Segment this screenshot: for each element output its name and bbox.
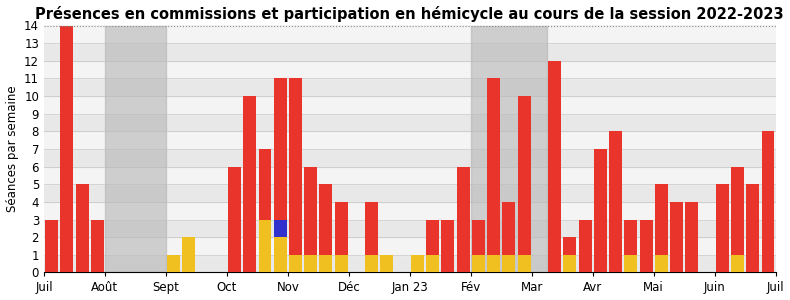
Bar bbox=[762, 131, 774, 272]
Bar bbox=[685, 202, 698, 272]
Bar bbox=[381, 255, 393, 272]
Bar bbox=[609, 131, 622, 272]
Y-axis label: Séances par semaine: Séances par semaine bbox=[6, 85, 18, 212]
Bar bbox=[365, 202, 378, 255]
Bar bbox=[319, 184, 333, 255]
Bar bbox=[274, 220, 287, 237]
Bar bbox=[624, 255, 638, 272]
Bar bbox=[624, 220, 638, 255]
Bar bbox=[655, 184, 668, 255]
Bar bbox=[45, 220, 58, 272]
Bar bbox=[167, 255, 180, 272]
Bar bbox=[44, 96, 776, 114]
Bar bbox=[44, 43, 776, 61]
Bar bbox=[442, 220, 454, 272]
Bar bbox=[716, 184, 728, 272]
Bar bbox=[471, 26, 547, 272]
Bar bbox=[517, 96, 531, 255]
Bar bbox=[594, 149, 607, 272]
Bar bbox=[487, 78, 500, 255]
Bar bbox=[44, 255, 776, 272]
Bar bbox=[548, 61, 561, 272]
Bar bbox=[60, 26, 73, 272]
Bar bbox=[76, 184, 88, 272]
Bar bbox=[258, 149, 272, 220]
Bar bbox=[44, 167, 776, 184]
Bar bbox=[457, 167, 469, 272]
Bar bbox=[44, 114, 776, 131]
Bar bbox=[731, 255, 744, 272]
Title: Présences en commissions et participation en hémicycle au cours de la session 20: Présences en commissions et participatio… bbox=[36, 6, 784, 22]
Bar bbox=[44, 26, 776, 43]
Bar bbox=[517, 255, 531, 272]
Bar bbox=[426, 220, 439, 255]
Bar bbox=[44, 237, 776, 255]
Bar bbox=[289, 255, 302, 272]
Bar bbox=[411, 255, 424, 272]
Bar bbox=[365, 255, 378, 272]
Bar bbox=[472, 220, 485, 255]
Bar bbox=[655, 255, 668, 272]
Bar bbox=[91, 220, 103, 272]
Bar bbox=[228, 167, 241, 272]
Bar bbox=[502, 202, 515, 255]
Bar bbox=[731, 167, 744, 255]
Bar bbox=[304, 255, 318, 272]
Bar bbox=[487, 255, 500, 272]
Bar bbox=[105, 26, 166, 272]
Bar bbox=[44, 61, 776, 78]
Bar bbox=[563, 255, 577, 272]
Bar bbox=[44, 220, 776, 237]
Bar bbox=[304, 167, 318, 255]
Bar bbox=[747, 184, 759, 272]
Bar bbox=[274, 237, 287, 272]
Bar bbox=[44, 202, 776, 220]
Bar bbox=[335, 202, 348, 255]
Bar bbox=[44, 184, 776, 202]
Bar bbox=[777, 237, 790, 272]
Bar bbox=[182, 237, 195, 272]
Bar bbox=[472, 255, 485, 272]
Bar bbox=[44, 78, 776, 96]
Bar bbox=[44, 149, 776, 166]
Bar bbox=[258, 220, 272, 272]
Bar bbox=[289, 78, 302, 255]
Bar bbox=[578, 220, 592, 272]
Bar bbox=[426, 255, 439, 272]
Bar bbox=[502, 255, 515, 272]
Bar bbox=[319, 255, 333, 272]
Bar bbox=[44, 131, 776, 149]
Bar bbox=[335, 255, 348, 272]
Bar bbox=[640, 220, 653, 272]
Bar bbox=[243, 96, 256, 272]
Bar bbox=[274, 78, 287, 220]
Bar bbox=[563, 237, 577, 255]
Bar bbox=[670, 202, 683, 272]
